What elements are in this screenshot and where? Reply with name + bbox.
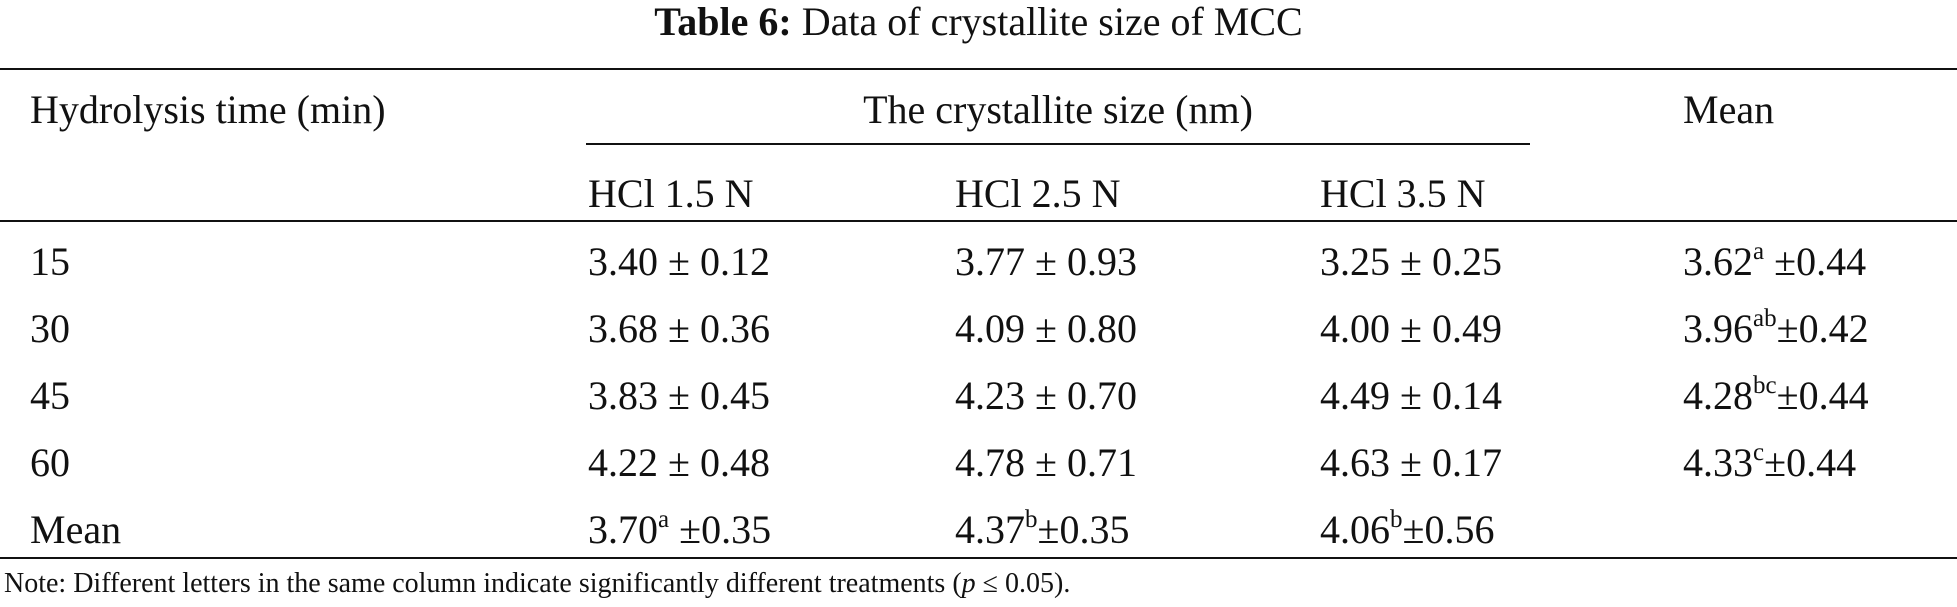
table-cell: 4.06b±0.56: [1320, 505, 1495, 552]
significance-letter: a: [1753, 237, 1765, 265]
table-note: Note: Different letters in the same colu…: [4, 568, 1071, 599]
table-caption: Table 6: Data of crystallite size of MCC: [0, 0, 1957, 50]
header-crystallite-size: The crystallite size (nm): [863, 87, 1253, 132]
table-cell: 3.62a ±0.44: [1683, 237, 1867, 284]
table-cell: 3.83 ± 0.45: [588, 373, 770, 418]
header-mean: Mean: [1683, 87, 1775, 132]
table-cell: 3.40 ± 0.12: [588, 239, 770, 284]
significance-letter: bc: [1753, 371, 1777, 399]
table-label: Table 6:: [654, 0, 792, 44]
table-cell: 3.68 ± 0.36: [588, 306, 770, 351]
top-rule: [0, 68, 1957, 70]
table-cell: 4.63 ± 0.17: [1320, 440, 1502, 485]
row-label: 60: [30, 440, 70, 485]
subheader-hcl-2-5: HCl 2.5 N: [955, 171, 1121, 216]
table-cell: 3.96ab±0.42: [1683, 304, 1869, 351]
subheader-hcl-1-5: HCl 1.5 N: [588, 171, 754, 216]
table-cell: 3.77 ± 0.93: [955, 239, 1137, 284]
subheader-hcl-3-5: HCl 3.5 N: [1320, 171, 1486, 216]
table-cell: 4.28bc±0.44: [1683, 371, 1869, 418]
row-label: 15: [30, 239, 70, 284]
bottom-rule: [0, 557, 1957, 559]
significance-letter: a: [658, 505, 670, 533]
table-title: Data of crystallite size of MCC: [801, 0, 1303, 44]
table-cell: 4.23 ± 0.70: [955, 373, 1137, 418]
row-label: 30: [30, 306, 70, 351]
row-label: 45: [30, 373, 70, 418]
significance-letter: b: [1025, 505, 1038, 533]
row-label: Mean: [30, 507, 122, 552]
significance-letter: c: [1753, 438, 1765, 466]
table-cell: 4.09 ± 0.80: [955, 306, 1137, 351]
significance-letter: ab: [1753, 304, 1777, 332]
table-cell: 4.49 ± 0.14: [1320, 373, 1502, 418]
group-header-rule: [586, 143, 1530, 145]
table-cell: 4.22 ± 0.48: [588, 440, 770, 485]
table-cell: 3.25 ± 0.25: [1320, 239, 1502, 284]
header-hydrolysis-time: Hydrolysis time (min): [30, 87, 386, 132]
table-cell: 4.37b±0.35: [955, 505, 1130, 552]
table-cell: 4.33c±0.44: [1683, 438, 1857, 485]
table-cell: 4.00 ± 0.49: [1320, 306, 1502, 351]
header-rule: [0, 220, 1957, 222]
table-cell: 4.78 ± 0.71: [955, 440, 1137, 485]
table-cell: 3.70a ±0.35: [588, 505, 772, 552]
significance-letter: b: [1390, 505, 1403, 533]
